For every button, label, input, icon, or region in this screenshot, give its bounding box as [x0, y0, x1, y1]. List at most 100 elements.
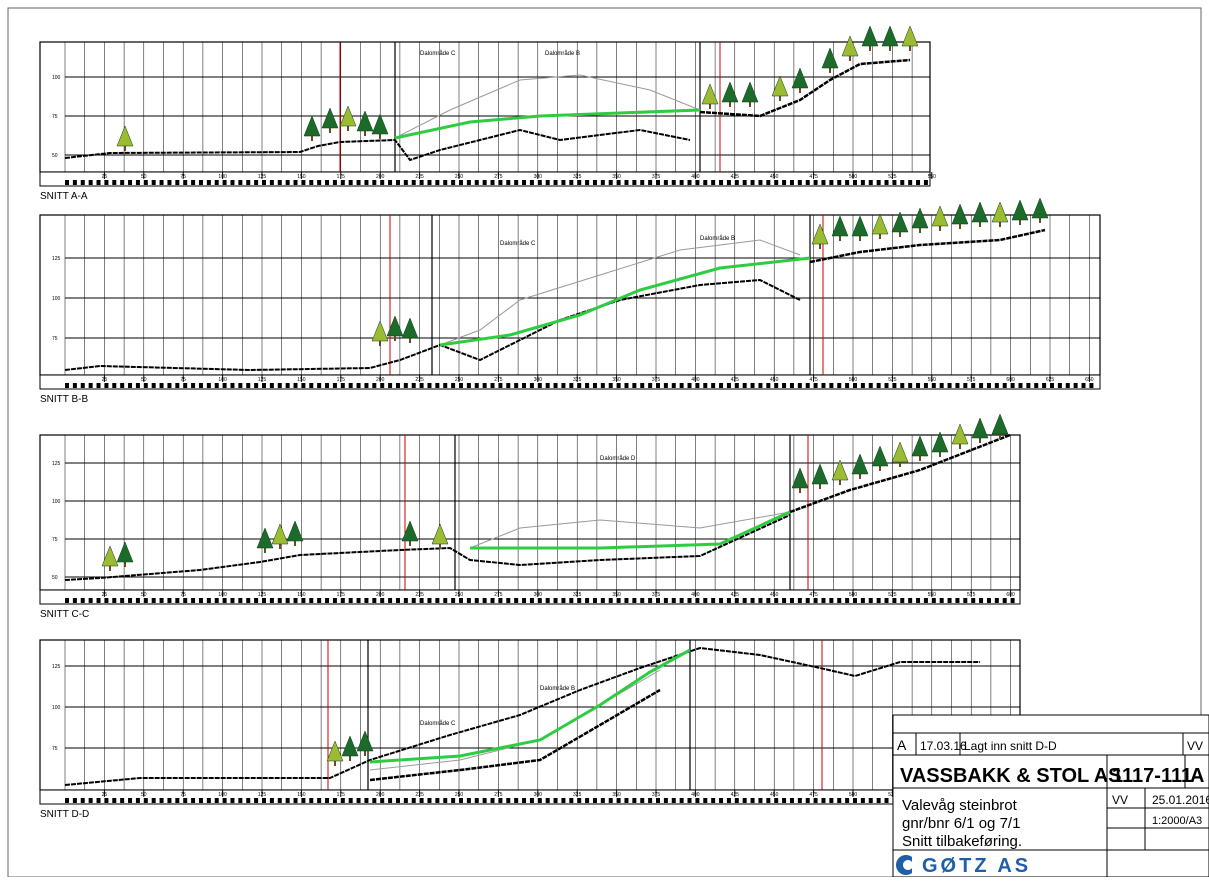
axis-hatch: [269, 598, 274, 603]
company: GØTZ AS: [922, 855, 1031, 877]
axis-hatch: [474, 383, 479, 388]
axis-hatch: [293, 180, 298, 185]
x-tick-label: 150: [297, 792, 306, 798]
axis-hatch: [860, 798, 865, 803]
axis-hatch: [719, 383, 724, 388]
axis-hatch: [80, 798, 85, 803]
axis-hatch: [459, 598, 463, 603]
axis-hatch: [608, 180, 613, 185]
tree: [101, 545, 119, 567]
axis-hatch: [403, 180, 408, 185]
axis-hatch: [443, 598, 448, 603]
tree-trunk: [347, 126, 349, 131]
axis-hatch: [600, 598, 605, 603]
project-line: gnr/bnr 6/1 og 7/1: [902, 815, 1020, 832]
axis-hatch: [293, 598, 298, 603]
axis-hatch: [72, 180, 77, 185]
tree: [951, 203, 969, 225]
axis-hatch: [388, 383, 393, 388]
axis-hatch: [884, 798, 889, 803]
tree: [326, 740, 344, 762]
axis-hatch: [151, 598, 156, 603]
axis-hatch: [309, 383, 314, 388]
axis-hatch: [65, 383, 69, 388]
axis-hatch: [490, 383, 495, 388]
axis-hatch: [435, 798, 440, 803]
axis-hatch: [789, 383, 794, 388]
axis-hatch: [466, 598, 471, 603]
axis-hatch: [766, 798, 771, 803]
y-tick-label: 125: [52, 256, 61, 262]
axis-hatch: [845, 798, 850, 803]
axis-hatch: [648, 798, 653, 803]
logo-mark: [896, 855, 912, 875]
axis-hatch: [687, 798, 692, 803]
axis-hatch: [459, 383, 463, 388]
axis-hatch: [742, 798, 747, 803]
tree: [881, 25, 899, 47]
axis-hatch: [782, 180, 787, 185]
axis-hatch: [482, 180, 487, 185]
axis-hatch: [506, 180, 511, 185]
axis-hatch: [758, 798, 763, 803]
axis-hatch: [656, 798, 660, 803]
y-tick-label: 50: [52, 575, 58, 581]
axis-hatch: [230, 598, 235, 603]
axis-hatch: [380, 383, 385, 388]
axis-hatch: [616, 383, 621, 388]
axis-hatch: [395, 798, 400, 803]
x-tick-label: 250: [455, 592, 464, 598]
tree-trunk: [379, 134, 381, 139]
tree: [356, 110, 374, 132]
axis-hatch: [624, 180, 629, 185]
axis-hatch: [143, 383, 148, 388]
axis-hatch: [569, 798, 574, 803]
y-tick-label: 75: [52, 746, 58, 752]
axis-hatch: [805, 598, 810, 603]
axis-hatch: [884, 598, 889, 603]
x-tick-label: 425: [731, 174, 740, 180]
tree: [256, 527, 274, 549]
axis-hatch: [529, 180, 534, 185]
axis-hatch: [498, 598, 503, 603]
x-tick-label: 450: [770, 592, 779, 598]
x-tick-label: 350: [612, 592, 621, 598]
axis-hatch: [254, 598, 259, 603]
axis-hatch: [72, 798, 77, 803]
axis-hatch: [829, 383, 834, 388]
axis-hatch: [939, 383, 944, 388]
axis-hatch: [135, 598, 140, 603]
axis-hatch: [222, 180, 227, 185]
y-tick-label: 100: [52, 705, 61, 711]
axis-hatch: [955, 383, 960, 388]
axis-hatch: [159, 798, 164, 803]
tree-trunk: [124, 562, 126, 567]
axis-hatch: [167, 180, 172, 185]
tree-trunk: [919, 456, 921, 461]
axis-hatch: [112, 598, 117, 603]
axis-hatch: [482, 598, 487, 603]
axis-hatch: [325, 383, 330, 388]
tree: [401, 317, 419, 339]
tree: [951, 423, 969, 445]
axis-hatch: [758, 598, 763, 603]
axis-hatch: [671, 598, 676, 603]
tree-trunk: [394, 336, 396, 341]
axis-hatch: [821, 180, 826, 185]
axis-hatch: [695, 180, 700, 185]
axis-hatch: [332, 180, 337, 185]
axis-hatch: [853, 598, 857, 603]
x-tick-label: 525: [888, 174, 897, 180]
rev-sign: VV: [1187, 739, 1203, 753]
axis-hatch: [719, 598, 724, 603]
axis-hatch: [585, 180, 590, 185]
axis-hatch: [364, 180, 369, 185]
tree-trunk: [899, 232, 901, 237]
axis-hatch: [876, 798, 881, 803]
axis-hatch: [695, 798, 700, 803]
axis-hatch: [238, 598, 243, 603]
y-tick-label: 100: [52, 296, 61, 302]
tree-trunk: [779, 96, 781, 101]
tree: [401, 520, 419, 542]
axis-hatch: [766, 598, 771, 603]
